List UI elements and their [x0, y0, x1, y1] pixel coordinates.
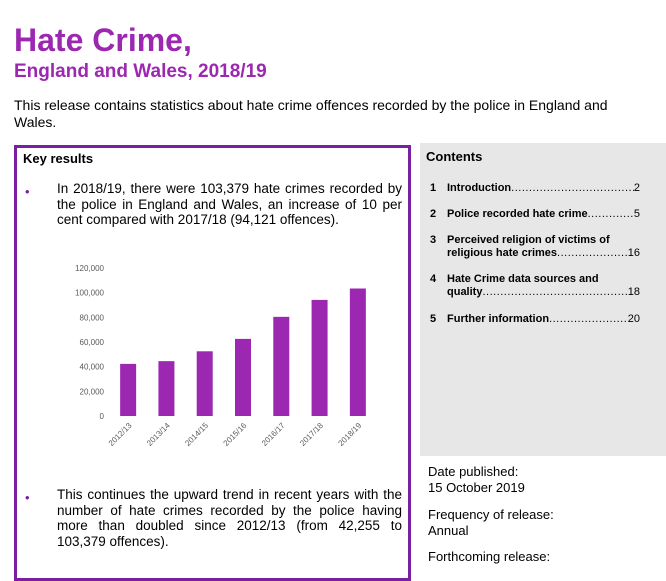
toc-leader-dots: ........................................…	[482, 286, 627, 298]
contents-heading: Contents	[426, 149, 483, 164]
y-tick-label: 20,000	[80, 387, 105, 396]
toc-page-number: 18	[627, 286, 640, 298]
toc-page-number: 5	[633, 208, 640, 220]
toc-leader-dots: ........................................…	[549, 313, 628, 325]
toc-number: 4	[430, 273, 437, 285]
toc-number: 2	[430, 208, 437, 220]
key-result-text: In 2018/19, there were 103,379 hate crim…	[57, 181, 402, 227]
page-subtitle: England and Wales, 2018/19	[14, 61, 267, 82]
forthcoming-release-label: Forthcoming release:	[428, 549, 551, 564]
bullet-icon: •	[25, 490, 30, 505]
x-tick-label: 2018/19	[336, 421, 363, 448]
hate-crime-bar-chart: 0 20,000 40,000 60,000 80,000 100,000 120,000 2…	[75, 264, 366, 448]
chart-bar	[273, 316, 290, 416]
y-tick-label: 120,000	[75, 264, 104, 273]
frequency-value: Annual	[428, 523, 469, 538]
key-results-panel: Key results • In 2018/19, there were 103…	[14, 145, 411, 581]
date-published-label: Date published:	[428, 464, 519, 479]
x-tick-label: 2016/17	[260, 421, 287, 448]
toc-page-number: 16	[627, 247, 640, 259]
toc-page-number: 20	[627, 313, 640, 325]
toc-number: 3	[430, 234, 437, 246]
y-tick-label: 0	[100, 412, 105, 421]
chart-bar	[349, 288, 366, 416]
intro-text: This release contains statistics about h…	[14, 97, 608, 130]
y-tick-label: 60,000	[80, 338, 105, 347]
toc-number: 1	[430, 182, 437, 194]
toc-leader-dots: ........................................…	[587, 208, 634, 220]
frequency-label: Frequency of release:	[428, 507, 554, 522]
x-tick-label: 2014/15	[183, 421, 210, 448]
x-tick-label: 2017/18	[298, 421, 325, 448]
y-tick-label: 80,000	[80, 313, 105, 322]
bullet-icon: •	[25, 184, 30, 199]
page-title: Hate Crime,	[14, 22, 192, 58]
chart-bar	[196, 351, 213, 416]
toc-leader-dots: ........................................…	[511, 182, 634, 194]
x-tick-label: 2013/14	[145, 421, 172, 448]
x-tick-label: 2012/13	[107, 421, 134, 448]
y-tick-label: 100,000	[75, 289, 104, 298]
toc-leader-dots: ........................................…	[557, 247, 628, 259]
x-tick-label: 2015/16	[222, 421, 249, 448]
toc-label: religious hate crimes	[447, 247, 558, 259]
toc-label: quality	[447, 286, 483, 298]
toc-label: Police recorded hate crime	[447, 208, 588, 220]
toc-label: Perceived religion of victims of	[447, 234, 610, 246]
date-published-value: 15 October 2019	[428, 480, 525, 495]
toc-label: Hate Crime data sources and	[447, 273, 599, 285]
key-results-heading: Key results	[23, 151, 94, 166]
chart-bar	[120, 363, 137, 416]
toc-number: 5	[430, 313, 437, 325]
contents-panel: Contents 1 Introduction ................…	[420, 143, 666, 456]
chart-bar	[235, 338, 251, 416]
toc-page-number: 2	[633, 182, 640, 194]
toc-label: Further information	[447, 313, 550, 325]
y-tick-label: 40,000	[80, 363, 105, 372]
chart-bar	[311, 299, 328, 416]
key-result-text: This continues the upward trend in recen…	[57, 487, 402, 549]
toc-label: Introduction	[447, 182, 512, 194]
chart-bar	[158, 361, 175, 416]
